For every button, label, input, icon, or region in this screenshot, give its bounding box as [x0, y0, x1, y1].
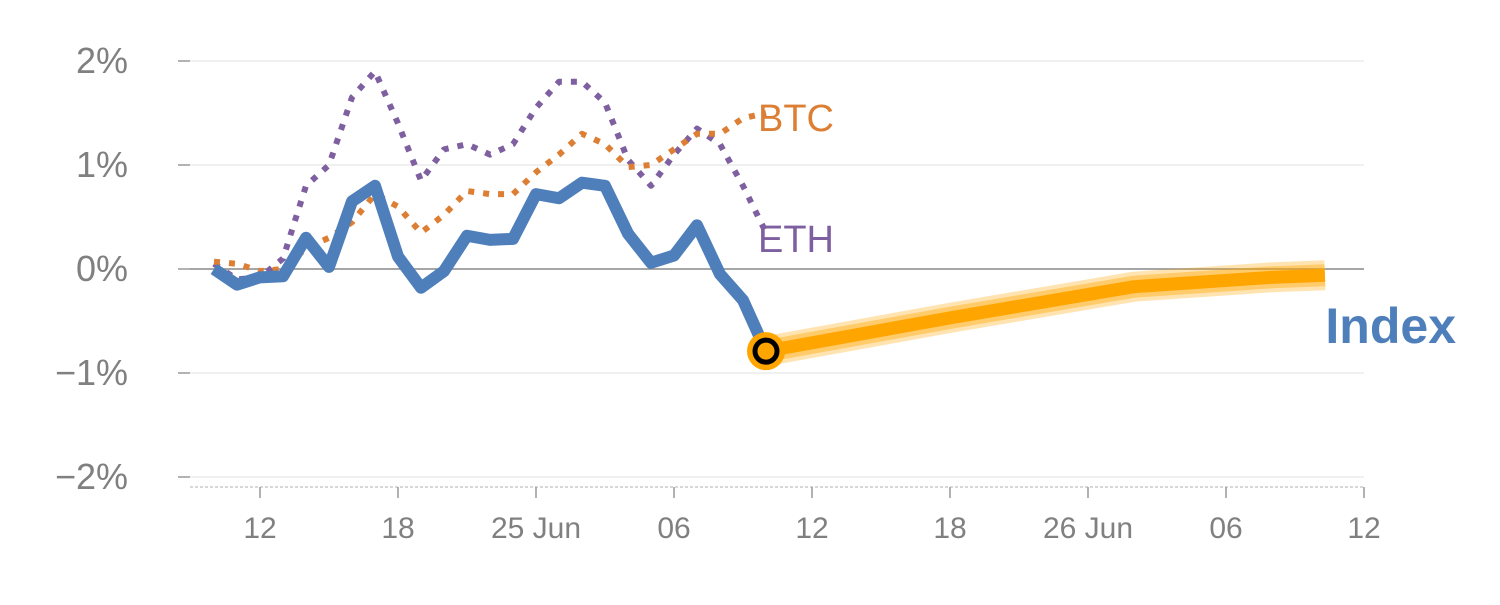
current-point-marker-inner — [752, 337, 780, 365]
chart-title-index: Index — [1325, 298, 1456, 354]
x-tick-label: 12 — [243, 512, 276, 545]
gridlines — [190, 60, 1364, 478]
y-axis: 2% 1% 0% −1% −2% — [55, 40, 190, 497]
y-tick-label: −1% — [55, 352, 128, 393]
x-tick-label: 12 — [795, 512, 828, 545]
series-line-eth — [212, 68, 769, 283]
y-tick-label: −2% — [55, 456, 128, 497]
series-line-btc — [213, 110, 767, 275]
x-tick-label: 26 Jun — [1043, 512, 1133, 545]
x-tick-label: 06 — [1209, 512, 1242, 545]
x-tick-label: 18 — [381, 512, 414, 545]
series-lines — [210, 68, 1326, 371]
series-label-btc: BTC — [758, 98, 834, 140]
series-label-eth: ETH — [758, 219, 834, 261]
x-tick-label: 06 — [657, 512, 690, 545]
y-tick-label: 2% — [76, 40, 128, 81]
x-axis: 12 18 25 Jun 06 12 18 26 Jun 06 12 — [190, 486, 1381, 545]
forecast-line — [764, 268, 1326, 358]
y-tick-label: 0% — [76, 248, 128, 289]
y-tick-label: 1% — [76, 144, 128, 185]
x-tick-label: 12 — [1347, 512, 1380, 545]
series-line-index — [210, 176, 772, 354]
x-tick-label: 18 — [933, 512, 966, 545]
x-tick-label: 25 Jun — [491, 512, 581, 545]
